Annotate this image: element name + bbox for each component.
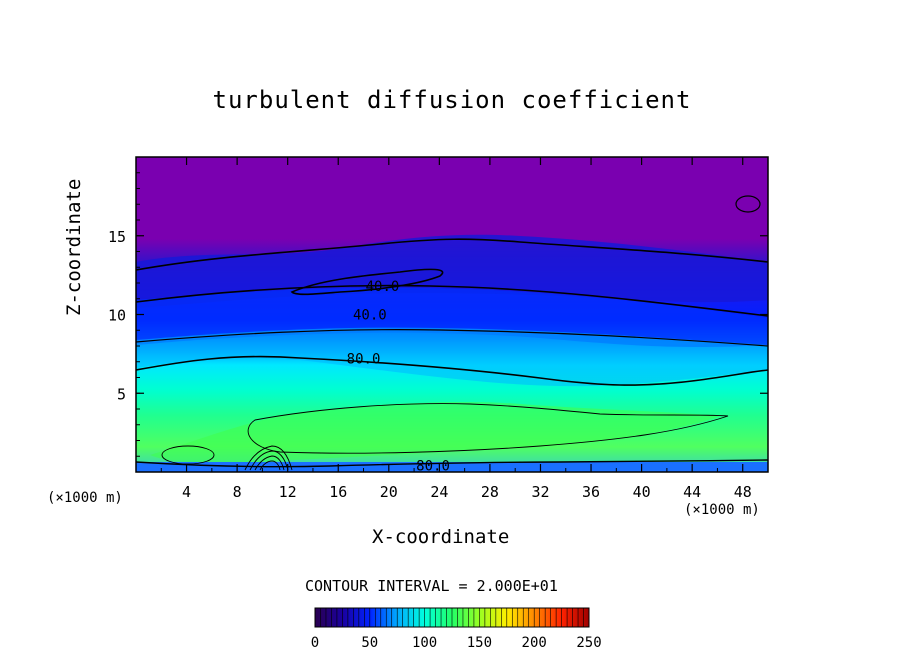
x-tick-label: 36 bbox=[582, 483, 600, 501]
contour-line-40-b bbox=[136, 284, 768, 317]
colorbar-stripes bbox=[320, 608, 584, 627]
x-tick-label: 8 bbox=[233, 483, 242, 501]
colorbar-tick-labels: 0 50 100 150 200 250 bbox=[311, 635, 602, 651]
contour-interval-text: CONTOUR INTERVAL = 2.000E+01 bbox=[305, 577, 558, 595]
contour-line-mid bbox=[136, 329, 768, 347]
contour-label: 80.0 bbox=[416, 459, 450, 475]
chart-title: turbulent diffusion coefficient bbox=[212, 86, 692, 114]
colorbar-tick-label: 200 bbox=[522, 635, 547, 651]
colorbar-tick-label: 250 bbox=[576, 635, 601, 651]
contour-line-80 bbox=[136, 355, 768, 386]
x-tick-label: 24 bbox=[430, 483, 448, 501]
colorbar-tick-label: 100 bbox=[412, 635, 437, 651]
y-tick-label: 10 bbox=[108, 307, 126, 325]
contour-line-upper bbox=[136, 238, 768, 271]
light-blue-layer bbox=[136, 327, 768, 387]
x-tick-label: 28 bbox=[481, 483, 499, 501]
contour-label: 80.0 bbox=[347, 352, 381, 368]
x-unit-label-right: (×1000 m) bbox=[684, 502, 760, 518]
contour-blob-left bbox=[161, 445, 215, 465]
contour-features bbox=[136, 195, 768, 472]
contour-blob-top-right bbox=[735, 195, 761, 213]
x-axis-ticks: 4 8 12 16 20 24 28 32 36 40 44 48 bbox=[160, 157, 752, 501]
contour-label: 40.0 bbox=[366, 279, 400, 295]
x-axis-label: X-coordinate bbox=[372, 526, 510, 548]
x-unit-label-left: (×1000 m) bbox=[47, 490, 123, 506]
x-tick-label: 40 bbox=[633, 483, 651, 501]
y-tick-label: 15 bbox=[108, 228, 126, 246]
y-axis-label: Z-coordinate bbox=[63, 178, 85, 316]
contour-cluster-mountain bbox=[244, 445, 293, 471]
colorbar-tick-label: 50 bbox=[361, 635, 378, 651]
x-tick-label: 4 bbox=[182, 483, 191, 501]
surface-layer bbox=[136, 462, 768, 472]
x-tick-label: 32 bbox=[531, 483, 549, 501]
x-tick-label: 20 bbox=[380, 483, 398, 501]
colorbar-tick-label: 0 bbox=[311, 635, 319, 651]
x-tick-label: 16 bbox=[329, 483, 347, 501]
x-tick-label: 48 bbox=[734, 483, 752, 501]
contour-labels: 40.0 40.0 80.0 80.0 bbox=[347, 279, 450, 475]
colorbar-tick-label: 150 bbox=[467, 635, 492, 651]
x-tick-label: 12 bbox=[279, 483, 297, 501]
contour-label: 40.0 bbox=[353, 308, 387, 324]
y-tick-label: 5 bbox=[117, 385, 126, 403]
contour-line-40-a bbox=[290, 268, 444, 296]
x-tick-label: 44 bbox=[683, 483, 701, 501]
y-axis-ticks: 5 10 15 bbox=[108, 172, 768, 457]
green-core bbox=[150, 402, 720, 464]
contour-line-lower bbox=[247, 403, 729, 454]
